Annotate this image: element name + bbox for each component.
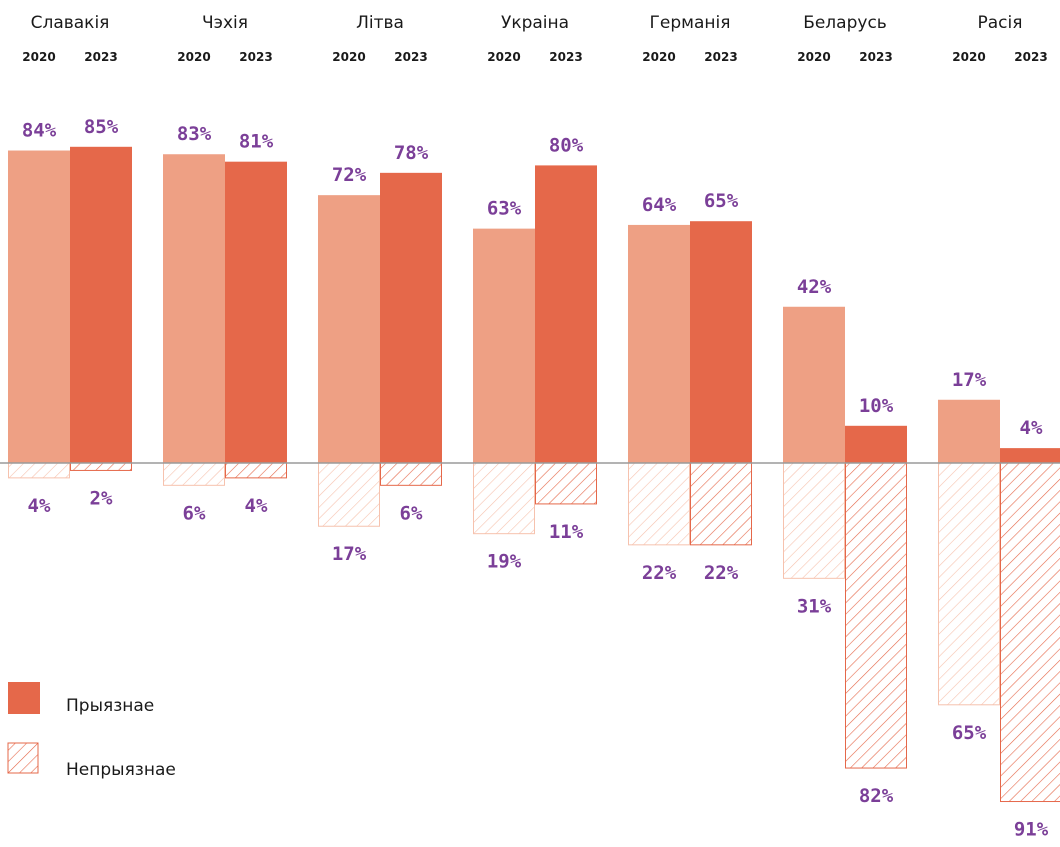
favorable-value-label: 64%: [642, 194, 677, 216]
year-label: 2023: [859, 50, 892, 64]
favorable-value-label: 10%: [859, 395, 894, 417]
unfavorable-bar: [938, 462, 1000, 706]
favorable-bar: [70, 146, 132, 464]
favorable-value-label: 83%: [177, 123, 212, 145]
favorable-bar: [8, 150, 70, 463]
favorable-bar: [318, 195, 380, 463]
year-label: 2020: [177, 50, 210, 64]
country-label: Германія: [650, 13, 731, 33]
unfavorable-value-label: 4%: [28, 495, 51, 517]
unfavorable-bar: [783, 462, 845, 579]
favorable-value-label: 4%: [1020, 417, 1043, 439]
unfavorable-value-label: 91%: [1014, 819, 1049, 841]
year-label: 2023: [704, 50, 737, 64]
favorable-bar: [535, 165, 597, 463]
favorable-bar: [380, 172, 442, 463]
favorable-bar: [845, 425, 907, 463]
unfavorable-value-label: 6%: [400, 502, 423, 524]
unfavorable-value-label: 2%: [90, 487, 113, 509]
country-label: Беларусь: [803, 13, 887, 33]
legend-favorable-label: Прыязнае: [66, 696, 154, 716]
unfavorable-value-label: 4%: [245, 495, 268, 517]
country-label: Украіна: [501, 13, 569, 33]
favorable-bar: [938, 399, 1000, 463]
unfavorable-value-label: 6%: [183, 502, 206, 524]
unfavorable-bar: [1000, 462, 1060, 803]
bars-layer: [8, 146, 1060, 803]
unfavorable-bar: [845, 462, 907, 769]
legend-unfavorable-swatch: [7, 742, 39, 774]
year-label: 2020: [642, 50, 675, 64]
unfavorable-value-label: 22%: [642, 562, 677, 584]
legend: Прыязнае Непрыязнае: [7, 682, 176, 780]
favorable-value-label: 63%: [487, 198, 522, 220]
unfavorable-value-label: 17%: [332, 543, 367, 565]
favorable-bar: [628, 224, 690, 463]
unfavorable-bar: [380, 462, 442, 486]
unfavorable-bar: [8, 462, 70, 479]
year-label: 2023: [1014, 50, 1047, 64]
favorable-value-label: 80%: [549, 134, 584, 156]
favorable-value-label: 42%: [797, 276, 832, 298]
favorable-bar: [783, 306, 845, 463]
favorable-value-label: 78%: [394, 142, 429, 164]
unfavorable-bar: [318, 462, 380, 527]
year-label: 2020: [22, 50, 55, 64]
legend-favorable-swatch: [8, 682, 40, 714]
unfavorable-value-label: 11%: [549, 521, 584, 543]
country-label: Літва: [356, 13, 404, 33]
unfavorable-bar: [70, 462, 132, 471]
country-label: Расія: [978, 13, 1023, 33]
favorable-bar: [690, 221, 752, 463]
labels-layer: Славакія 2020 84% 4% 2023 85% 2% Чэхія 2020 83% 6%…: [22, 13, 1049, 841]
country-label: Чэхія: [202, 13, 248, 33]
year-label: 2023: [84, 50, 117, 64]
favorable-value-label: 17%: [952, 369, 987, 391]
favorable-value-label: 72%: [332, 164, 367, 186]
year-label: 2020: [487, 50, 520, 64]
favorable-bar: [163, 154, 225, 464]
unfavorable-value-label: 82%: [859, 785, 894, 807]
year-label: 2023: [239, 50, 272, 64]
favorable-value-label: 85%: [84, 116, 119, 138]
favorable-bar: [473, 228, 535, 463]
unfavorable-bar: [628, 462, 690, 546]
unfavorable-value-label: 22%: [704, 562, 739, 584]
year-label: 2023: [549, 50, 582, 64]
unfavorable-value-label: 31%: [797, 595, 832, 617]
favorable-value-label: 84%: [22, 120, 57, 142]
year-label: 2020: [332, 50, 365, 64]
year-label: 2023: [394, 50, 427, 64]
favorable-value-label: 65%: [704, 190, 739, 212]
favorable-value-label: 81%: [239, 131, 274, 153]
unfavorable-bar: [163, 462, 225, 486]
favorable-bar: [225, 161, 287, 463]
unfavorable-bar: [473, 462, 535, 535]
year-label: 2020: [952, 50, 985, 64]
year-label: 2020: [797, 50, 830, 64]
unfavorable-bar: [535, 462, 597, 505]
unfavorable-bar: [225, 462, 287, 479]
unfavorable-value-label: 19%: [487, 551, 522, 573]
unfavorable-bar: [690, 462, 752, 546]
country-label: Славакія: [31, 13, 110, 33]
legend-unfavorable-label: Непрыязнае: [66, 760, 176, 780]
unfavorable-value-label: 65%: [952, 722, 987, 744]
favorable-bar: [1000, 448, 1060, 463]
